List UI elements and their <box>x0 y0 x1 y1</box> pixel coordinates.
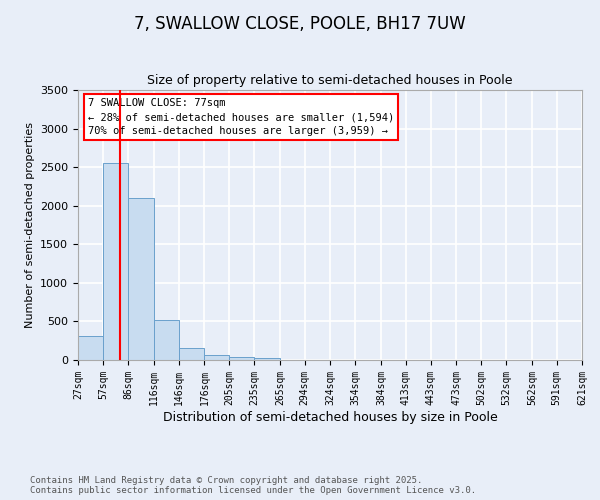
Bar <box>128 198 154 360</box>
Bar <box>78 336 103 360</box>
Bar <box>179 348 205 360</box>
Bar <box>205 354 229 360</box>
Bar <box>229 357 254 360</box>
Bar <box>103 164 128 360</box>
Title: Size of property relative to semi-detached houses in Poole: Size of property relative to semi-detach… <box>147 74 513 88</box>
Text: 7, SWALLOW CLOSE, POOLE, BH17 7UW: 7, SWALLOW CLOSE, POOLE, BH17 7UW <box>134 15 466 33</box>
Y-axis label: Number of semi-detached properties: Number of semi-detached properties <box>25 122 35 328</box>
Text: 7 SWALLOW CLOSE: 77sqm
← 28% of semi-detached houses are smaller (1,594)
70% of : 7 SWALLOW CLOSE: 77sqm ← 28% of semi-det… <box>88 98 394 136</box>
Text: Contains HM Land Registry data © Crown copyright and database right 2025.
Contai: Contains HM Land Registry data © Crown c… <box>30 476 476 495</box>
Bar <box>254 358 280 360</box>
Bar <box>154 320 179 360</box>
X-axis label: Distribution of semi-detached houses by size in Poole: Distribution of semi-detached houses by … <box>163 410 497 424</box>
